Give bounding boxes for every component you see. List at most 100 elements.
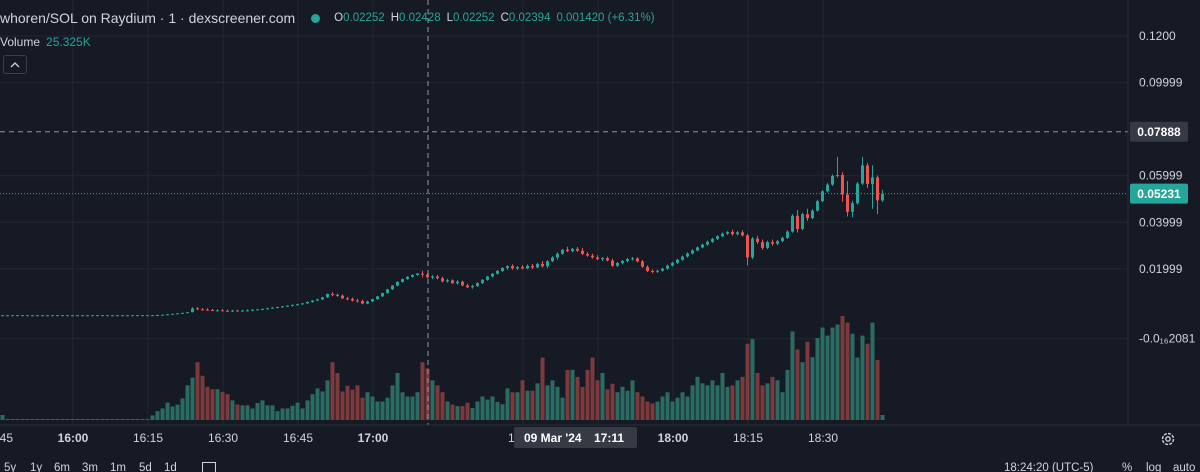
auto-toggle[interactable]: auto: [1173, 462, 1196, 472]
volume-bar: [295, 402, 300, 420]
candle-body: [651, 270, 654, 272]
candle-body: [436, 276, 439, 279]
volume-bar: [35, 419, 40, 420]
volume-bar: [265, 405, 270, 420]
candle-body: [496, 270, 499, 274]
candle-body: [696, 247, 699, 251]
candle-body: [386, 289, 389, 294]
range-5d-button[interactable]: 5d: [139, 462, 152, 472]
volume-bar: [480, 396, 485, 420]
log-toggle[interactable]: log: [1146, 462, 1162, 472]
volume-bar: [225, 394, 230, 420]
candle-body: [706, 241, 709, 245]
volume-bar: [495, 401, 500, 420]
candle-body: [226, 310, 229, 312]
y-tick-label: 0.05999: [1139, 169, 1183, 183]
volume-bar: [185, 385, 190, 420]
candle-body: [461, 281, 464, 286]
candle-body: [336, 294, 339, 296]
volume-bar: [760, 385, 765, 420]
candle-body: [261, 308, 264, 310]
range-1y-button[interactable]: 1y: [30, 462, 43, 472]
candle-body: [646, 266, 649, 271]
candle-body: [56, 315, 59, 317]
volume-bar: [85, 419, 90, 420]
market-status-dot-icon: [311, 13, 321, 23]
volume-bar: [25, 419, 30, 420]
candle-body: [486, 276, 489, 280]
settings-gear-icon[interactable]: [1159, 430, 1177, 448]
range-3m-button[interactable]: 3m: [82, 462, 98, 472]
candle-body: [536, 263, 539, 268]
volume-bar: [485, 399, 490, 420]
x-tick-label: 16:45: [283, 431, 313, 445]
candle-body: [571, 248, 574, 252]
candle-body: [851, 203, 854, 212]
range-1m-button[interactable]: 1m: [110, 462, 126, 472]
low-value: 0.02252: [453, 12, 495, 24]
clock-readout: 18:24:20 (UTC-5): [1004, 462, 1094, 472]
volume-bar: [175, 404, 180, 420]
volume-bar: [415, 392, 420, 420]
candle-body: [841, 175, 844, 195]
range-6m-button[interactable]: 6m: [54, 462, 70, 472]
candle-body: [521, 266, 524, 269]
volume-bar: [160, 408, 165, 420]
candle-body: [711, 238, 714, 242]
candle-body: [381, 293, 384, 297]
volume-bar: [210, 389, 215, 420]
candle-body: [456, 281, 459, 284]
range-1d-button[interactable]: 1d: [164, 462, 177, 472]
candle-body: [636, 258, 639, 262]
volume-bar: [315, 388, 320, 420]
range-5y-button[interactable]: 5y: [4, 462, 17, 472]
x-tick-label: 17:00: [358, 431, 389, 445]
candle-body: [236, 310, 239, 312]
candle-body: [161, 314, 164, 316]
percent-toggle[interactable]: %: [1122, 462, 1133, 472]
volume-bar: [780, 392, 785, 420]
volume-bar: [420, 362, 425, 420]
volume-bar: [105, 419, 110, 420]
y-tick-label: 0.1200: [1139, 29, 1176, 43]
volume-bar: [555, 386, 560, 420]
volume-bar: [95, 419, 100, 420]
volume-bar: [430, 380, 435, 420]
candle-body: [26, 315, 29, 317]
collapse-legend-button[interactable]: [3, 55, 27, 74]
candle-body: [606, 258, 609, 261]
volume-bar: [235, 404, 240, 420]
candle-body: [451, 280, 454, 284]
candle-body: [196, 308, 199, 310]
volume-bar: [475, 401, 480, 420]
candle-body: [36, 315, 39, 317]
volume-bar: [470, 408, 475, 420]
volume-bar: [195, 362, 200, 420]
volume-bar: [445, 401, 450, 420]
volume-bar: [620, 386, 625, 420]
chart-title: whoren/SOL on Raydium · 1 · dexscreener.…: [0, 10, 296, 26]
crosshair-price-label: 0.07888: [1137, 125, 1181, 139]
candle-body: [796, 215, 799, 230]
candle-body: [41, 315, 44, 317]
candle-body: [826, 184, 829, 192]
calendar-icon[interactable]: [202, 462, 216, 472]
volume-bar: [305, 400, 310, 420]
candle-body: [66, 315, 69, 317]
candle-body: [511, 266, 514, 269]
candle-body: [201, 309, 204, 311]
volume-bar: [715, 385, 720, 420]
candle-body: [356, 300, 359, 302]
volume-bar: [640, 396, 645, 420]
volume-legend: Volume 25.325K: [0, 35, 91, 49]
candle-body: [771, 242, 774, 244]
volume-bar: [775, 380, 780, 420]
volume-bar: [125, 419, 130, 420]
volume-bar: [655, 401, 660, 420]
volume-bar: [680, 392, 685, 420]
candle-body: [661, 268, 664, 271]
volume-bar: [145, 419, 150, 420]
candle-body: [526, 265, 529, 269]
candle-body: [81, 315, 84, 317]
